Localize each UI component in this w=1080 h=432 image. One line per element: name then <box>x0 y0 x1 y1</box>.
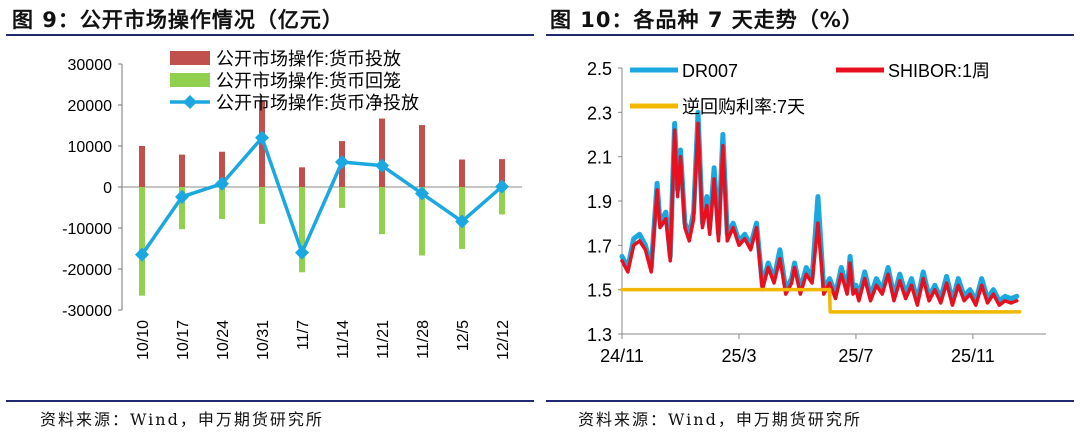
net-injection-point <box>335 154 349 169</box>
withdrawal-bar <box>299 187 305 273</box>
source-note: 资料来源：Wind，申万期货研究所 <box>578 410 862 429</box>
net-injection-point <box>455 214 469 229</box>
y-tick-label: 1.5 <box>587 281 612 301</box>
x-tick-label: 12/5 <box>455 320 472 351</box>
x-tick-label: 11/21 <box>375 320 392 359</box>
title-divider <box>6 34 534 36</box>
source-divider <box>546 400 1074 402</box>
title-divider <box>546 34 1074 36</box>
net-injection-point <box>175 189 189 204</box>
x-tick-label: 10/10 <box>135 320 152 360</box>
x-tick-label: 11/14 <box>335 320 352 359</box>
source-divider <box>6 400 534 402</box>
withdrawal-bar <box>339 187 345 208</box>
y-tick-label: 1.3 <box>587 325 612 345</box>
net-injection-point <box>215 176 229 191</box>
legend-label: 公开市场操作:货币净投放 <box>216 93 419 113</box>
shibor-1w-line <box>620 121 1019 307</box>
withdrawal-bar <box>419 187 425 256</box>
rates-7d-chart: 2.5 2.3 2.1 1.9 1.7 1.5 1.324/11 25/3 25/7 25/11 D… <box>587 59 1046 366</box>
legend-label: 逆回购利率:7天 <box>682 97 805 117</box>
injection-bar <box>219 151 225 187</box>
source-note: 资料来源：Wind，申万期货研究所 <box>40 410 324 429</box>
open-market-chart: 30000 20000 10000 0 -10000 -20000 -30000 10/10 1… <box>62 49 522 360</box>
injection-bar <box>139 146 145 187</box>
net-injection-line <box>140 136 504 256</box>
y-tick-label: 2.1 <box>587 148 612 168</box>
legend-label: SHIBOR:1周 <box>888 61 990 81</box>
legend-label: 公开市场操作:货币投放 <box>216 49 401 69</box>
dr007-line <box>619 109 1020 304</box>
injection-bar <box>499 159 505 187</box>
x-tick-label: 10/24 <box>215 320 232 360</box>
legend-swatch <box>170 51 210 65</box>
legend-label: 公开市场操作:货币回笼 <box>216 71 401 91</box>
y-tick-label: 0 <box>103 180 112 197</box>
net-injection-point <box>295 245 309 260</box>
net-injection-point <box>415 186 429 201</box>
y-tick-label: 20000 <box>68 98 113 115</box>
legend-label: DR007 <box>682 61 738 81</box>
left-panel: 图 9：公开市场操作情况（亿元） 30000 20000 10000 0 -10000 -… <box>6 8 534 429</box>
legend-marker <box>183 95 197 109</box>
x-tick-label: 12/12 <box>495 320 512 360</box>
chart-title: 图 10：各品种 7 天走势（%） <box>550 8 864 32</box>
y-tick-label: -10000 <box>62 221 112 238</box>
chart-title: 图 9：公开市场操作情况（亿元） <box>12 8 344 32</box>
x-tick-label: 25/7 <box>838 346 873 366</box>
legend-swatch <box>170 73 210 87</box>
y-tick-label: -30000 <box>62 303 112 320</box>
reverse-repo-7d-line <box>620 287 1022 314</box>
y-tick-label: -20000 <box>62 262 112 279</box>
net-injection-point <box>495 179 509 194</box>
net-injection-point <box>135 247 149 262</box>
injection-bar <box>419 125 425 187</box>
right-panel: 图 10：各品种 7 天走势（%） 2.5 2.3 2.1 1.9 1.7 1.5 1.3 2… <box>540 0 1080 432</box>
y-tick-label: 2.3 <box>587 103 612 123</box>
withdrawal-bar <box>499 187 505 215</box>
net-injection-point <box>255 130 269 145</box>
x-tick-label: 10/31 <box>255 320 272 360</box>
y-tick-label: 2.5 <box>587 59 612 79</box>
x-tick-label: 25/11 <box>951 346 995 366</box>
x-tick-label: 10/17 <box>175 320 192 360</box>
injection-bar <box>459 159 465 187</box>
y-tick-label: 10000 <box>68 139 113 156</box>
net-injection-point <box>375 158 389 173</box>
y-tick-label: 1.9 <box>587 192 612 212</box>
withdrawal-bar <box>139 187 145 296</box>
injection-bar <box>179 154 185 187</box>
x-tick-label: 11/7 <box>295 320 312 350</box>
withdrawal-bar <box>379 187 385 235</box>
y-tick-label: 1.7 <box>587 236 612 256</box>
withdrawal-bar <box>219 187 225 219</box>
injection-bar <box>299 167 305 187</box>
x-tick-label: 24/11 <box>600 346 644 366</box>
x-tick-label: 11/28 <box>415 320 432 359</box>
withdrawal-bar <box>259 187 265 224</box>
injection-bar <box>379 118 385 187</box>
withdrawal-bar <box>179 187 185 230</box>
y-tick-label: 30000 <box>68 57 113 74</box>
x-tick-label: 25/3 <box>721 346 756 366</box>
